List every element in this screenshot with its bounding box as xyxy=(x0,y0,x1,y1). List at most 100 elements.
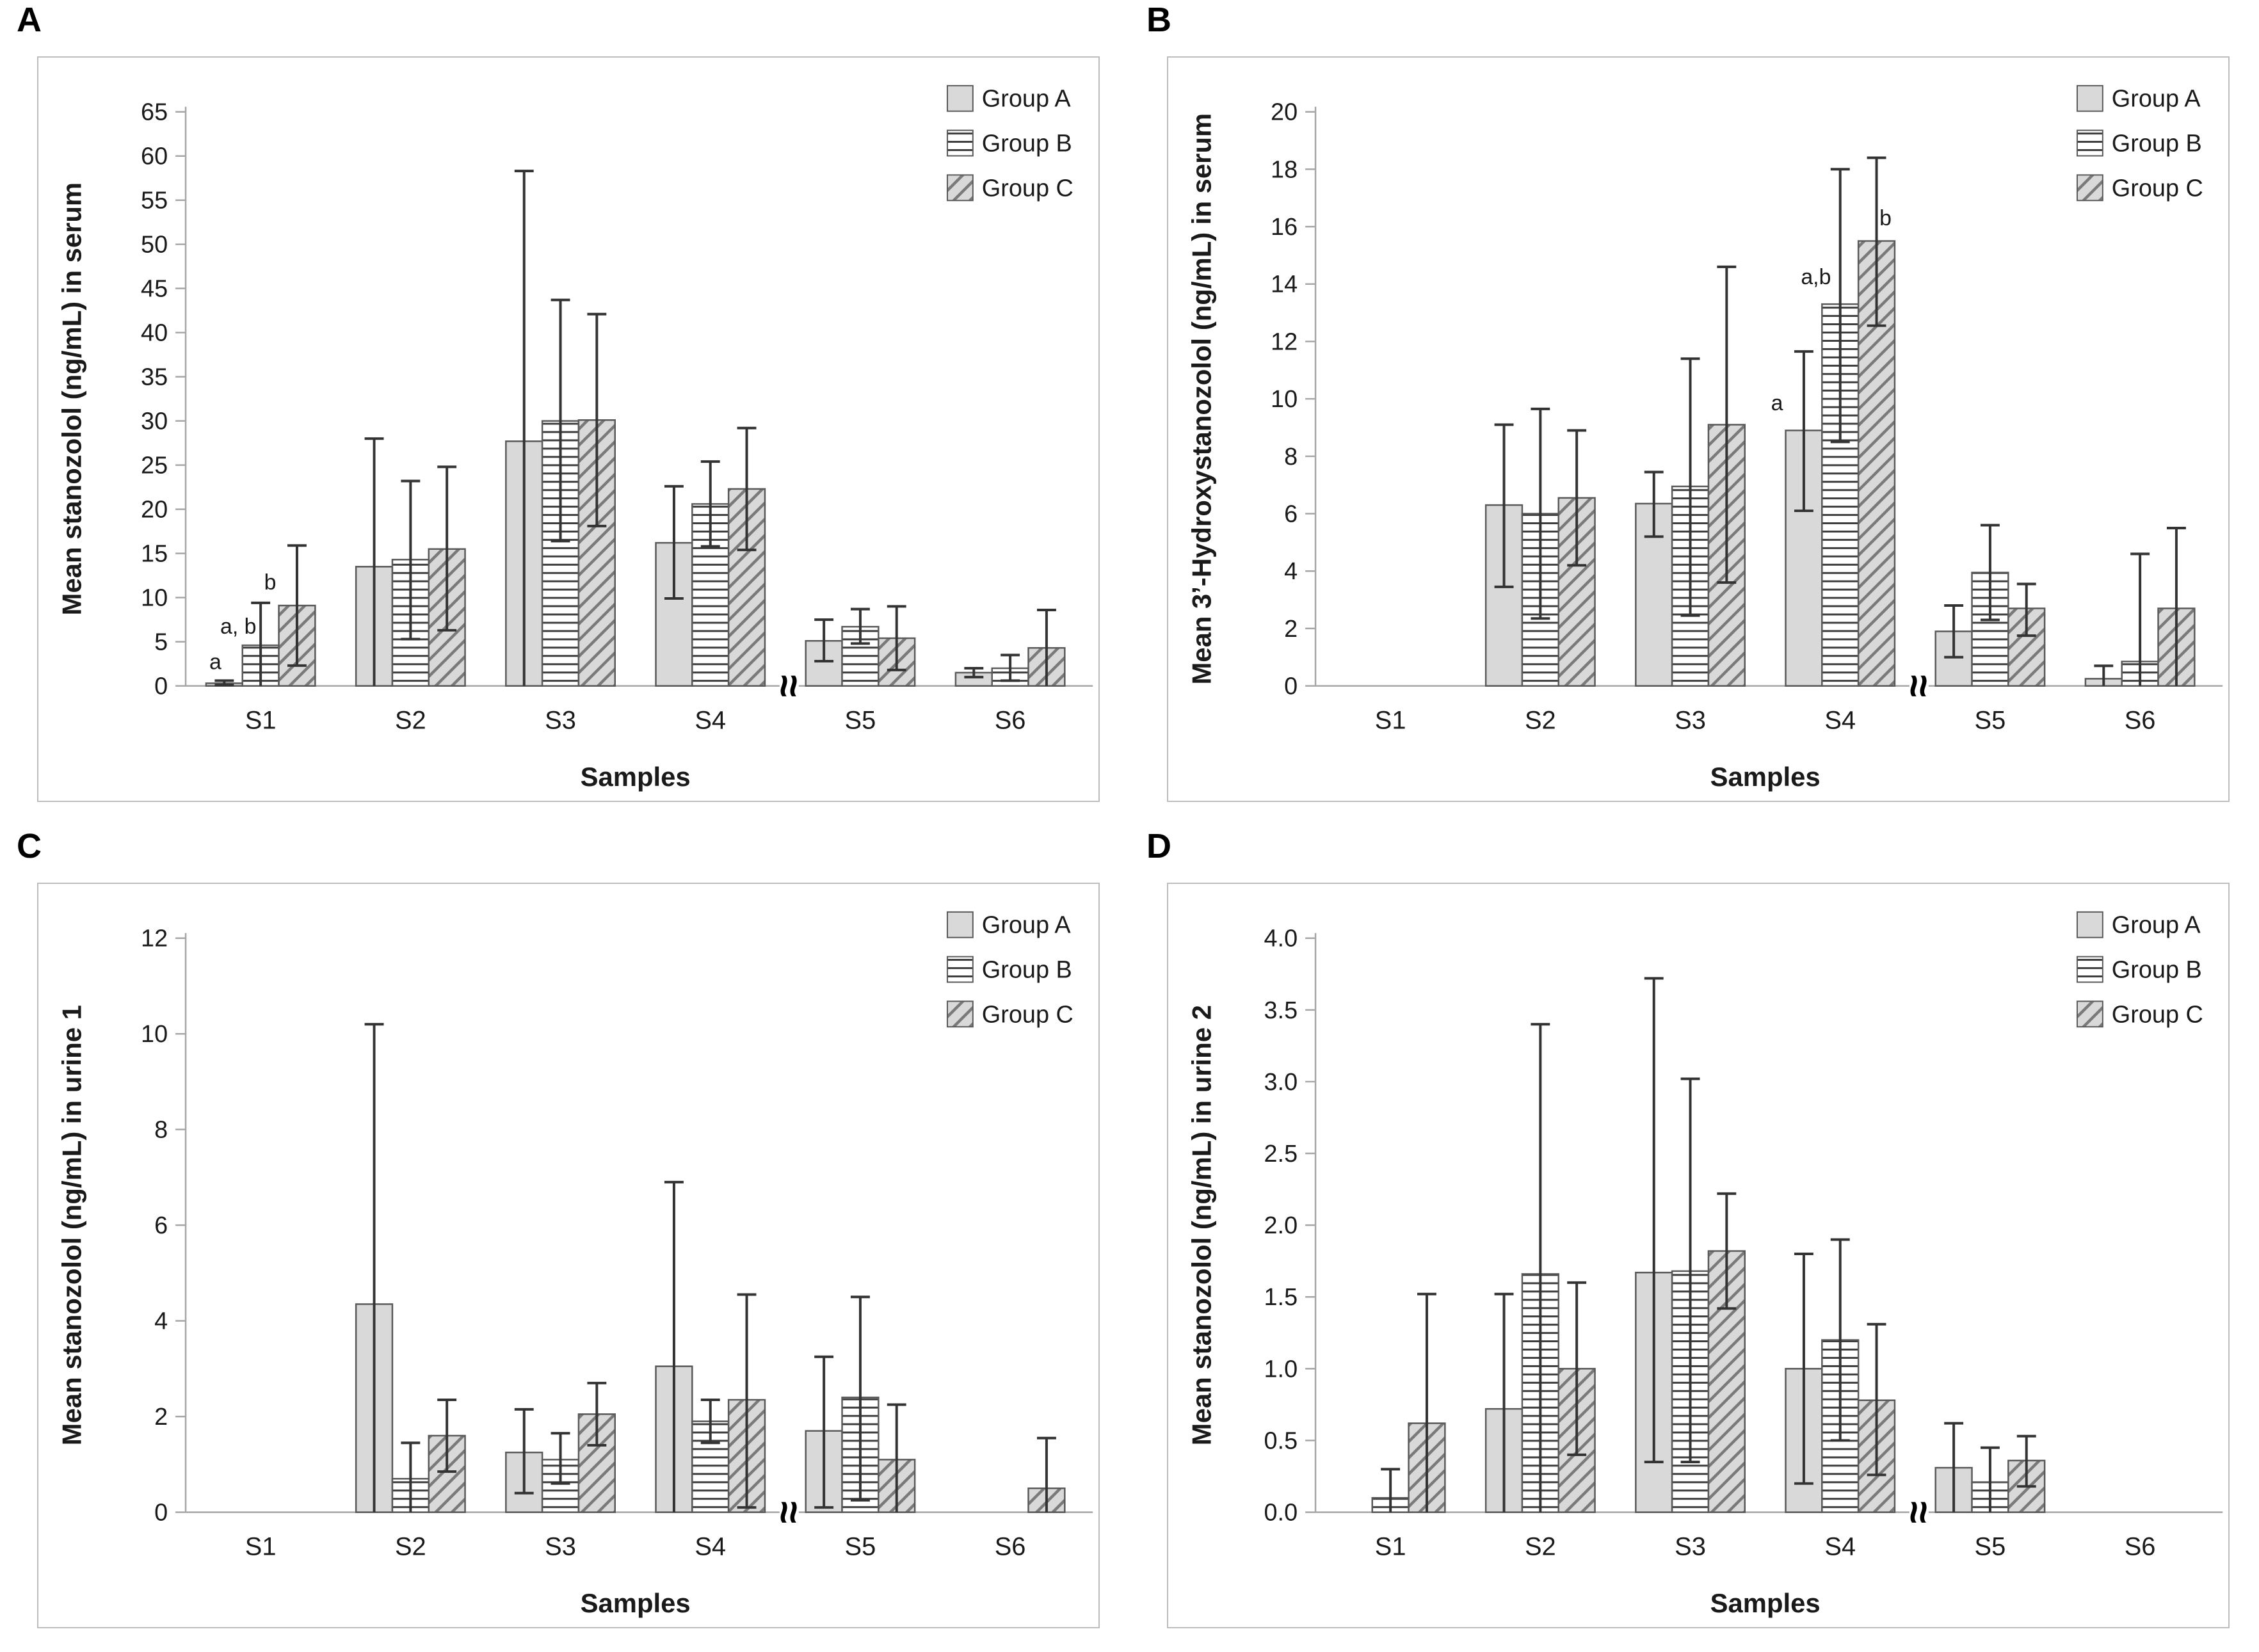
y-axis-title: Mean stanozolol (ng/mL) in urine 2 xyxy=(1187,1005,1217,1445)
x-category-label: S3 xyxy=(545,1532,576,1560)
y-tick-label: 20 xyxy=(141,497,168,524)
x-category-label: S6 xyxy=(995,1532,1026,1560)
panel-a: A Mean stanozolol (ng/mL) in serum 0 5 10 15… xyxy=(0,0,1130,826)
bar-group-a-s5 xyxy=(805,639,843,687)
y-tick-label: 2.0 xyxy=(1264,1212,1298,1239)
x-category-label: S2 xyxy=(1525,706,1556,734)
y-tick-label: 2.5 xyxy=(1264,1141,1298,1167)
axis-break-symbol: ≈ xyxy=(766,675,812,697)
legend-swatch-solid-icon xyxy=(2076,84,2103,112)
x-category-label: S5 xyxy=(845,706,876,734)
y-tick-label: 50 xyxy=(141,232,168,259)
panel-b: B Mean 3’-Hydroxystanozolol (ng/mL) in s… xyxy=(1130,0,2259,826)
y-axis-title: Mean stanozolol (ng/mL) in urine 1 xyxy=(57,1005,87,1445)
axis-break-symbol: ≈ xyxy=(766,1501,812,1523)
y-tick-label: 3.5 xyxy=(1264,997,1298,1024)
legend-label: Group C xyxy=(2112,175,2203,202)
sig-label: a xyxy=(209,650,221,674)
legend-swatch-solid-icon xyxy=(2076,911,2103,938)
y-tick-label: 18 xyxy=(1271,156,1298,183)
x-axis-title: Samples xyxy=(1710,1588,1821,1618)
axis-break-glyph: ≈ xyxy=(1896,675,1942,697)
y-tick-label: 0 xyxy=(154,673,168,700)
y-tick-label: 40 xyxy=(141,320,168,347)
legend-label: Group A xyxy=(982,86,1072,113)
y-tick-label: 60 xyxy=(141,143,168,170)
axis-break-gap xyxy=(1909,1507,1929,1517)
y-tick-label: 1.5 xyxy=(1264,1284,1298,1311)
x-category-label: S2 xyxy=(1525,1532,1556,1560)
axis-break-symbol: ≈ xyxy=(1896,675,1942,697)
legend-swatch-solid-icon xyxy=(946,911,974,938)
y-tick-label: 0 xyxy=(1284,673,1298,700)
x-category-label: S3 xyxy=(545,706,576,734)
x-category-label: S6 xyxy=(2125,706,2156,734)
axis-break-glyph: ≈ xyxy=(766,1501,812,1523)
y-tick-label: 8 xyxy=(154,1117,168,1144)
legend-swatch-hlines-icon xyxy=(946,956,974,983)
sig-label: b xyxy=(1879,206,1892,230)
legend-swatch-diag-icon xyxy=(946,1000,974,1028)
chart-box-c: Mean stanozolol (ng/mL) in urine 1 0 2 4 6 8 1… xyxy=(37,883,1100,1628)
legend-label: Group A xyxy=(2112,912,2201,939)
y-tick-label: 0.0 xyxy=(1264,1500,1298,1527)
y-tick-label: 4 xyxy=(1284,558,1298,585)
x-category-label: S4 xyxy=(695,1532,726,1560)
x-category-label: S3 xyxy=(1675,1532,1706,1560)
y-tick-label: 10 xyxy=(1271,386,1298,413)
y-tick-label: 45 xyxy=(141,276,168,303)
sig-label: a, b xyxy=(220,614,257,639)
panel-letter-a: A xyxy=(17,1,42,39)
panel-letter-b: B xyxy=(1146,1,1171,39)
y-tick-label: 4 xyxy=(154,1308,168,1335)
bar-chart-a: Mean stanozolol (ng/mL) in serum 0 5 10 15 20… xyxy=(57,84,1093,792)
x-category-label: S6 xyxy=(995,706,1026,734)
bar-chart-c: Mean stanozolol (ng/mL) in urine 1 0 2 4 6 8 1… xyxy=(57,911,1093,1618)
x-category-label: S2 xyxy=(395,706,426,734)
y-tick-label: 14 xyxy=(1271,271,1298,298)
x-axis-title: Samples xyxy=(581,762,691,792)
legend-label: Group B xyxy=(982,956,1072,983)
chart-box-b: Mean 3’-Hydroxystanozolol (ng/mL) in ser… xyxy=(1167,56,2230,802)
legend-swatch-hlines-icon xyxy=(2076,129,2103,157)
y-tick-label: 3.0 xyxy=(1264,1069,1298,1096)
panel-letter-d: D xyxy=(1146,827,1171,865)
legend-label: Group B xyxy=(2112,956,2202,983)
legend-label: Group C xyxy=(2112,1001,2203,1028)
x-category-label: S4 xyxy=(1824,706,1856,734)
panel-c: C Mean stanozolol (ng/mL) in urine 1 0 2 4 6… xyxy=(0,826,1130,1652)
legend-swatch-solid-icon xyxy=(946,84,974,112)
bar-chart-b: Mean 3’-Hydroxystanozolol (ng/mL) in ser… xyxy=(1187,84,2223,792)
y-tick-label: 0.5 xyxy=(1264,1427,1298,1454)
x-axis-title: Samples xyxy=(1710,762,1821,792)
y-tick-label: 25 xyxy=(141,453,168,479)
axis-break-gap xyxy=(779,1507,799,1517)
y-tick-label: 12 xyxy=(1271,328,1298,355)
y-axis-title: Mean stanozolol (ng/mL) in serum xyxy=(57,182,87,616)
axis-break-glyph: ≈ xyxy=(766,675,812,697)
axis-break-gap xyxy=(779,681,799,691)
y-tick-label: 6 xyxy=(1284,501,1298,528)
x-category-label: S5 xyxy=(845,1532,876,1560)
x-category-label: S1 xyxy=(245,706,277,734)
y-tick-label: 35 xyxy=(141,364,168,391)
x-category-label: S2 xyxy=(395,1532,426,1560)
x-category-label: S4 xyxy=(1824,1532,1856,1560)
legend-swatch-diag-icon xyxy=(2076,174,2103,202)
legend-swatch-diag-icon xyxy=(946,174,974,202)
sig-label: a xyxy=(1771,391,1783,415)
y-tick-label: 15 xyxy=(141,541,168,568)
y-tick-label: 5 xyxy=(154,629,168,656)
axis-break-gap xyxy=(1909,681,1929,691)
x-category-label: S1 xyxy=(1375,1532,1406,1560)
x-category-label: S6 xyxy=(2125,1532,2156,1560)
sig-label: a,b xyxy=(1801,265,1831,289)
bar-chart-d: Mean stanozolol (ng/mL) in urine 2 0.0 0.5… xyxy=(1187,911,2223,1618)
y-tick-label: 0 xyxy=(154,1500,168,1527)
y-tick-label: 8 xyxy=(1284,444,1298,470)
x-category-label: S5 xyxy=(1975,706,2006,734)
y-tick-label: 30 xyxy=(141,408,168,435)
chart-box-d: Mean stanozolol (ng/mL) in urine 2 0.0 0.5… xyxy=(1167,883,2230,1628)
y-axis-title: Mean 3’-Hydroxystanozolol (ng/mL) in ser… xyxy=(1187,113,1217,685)
